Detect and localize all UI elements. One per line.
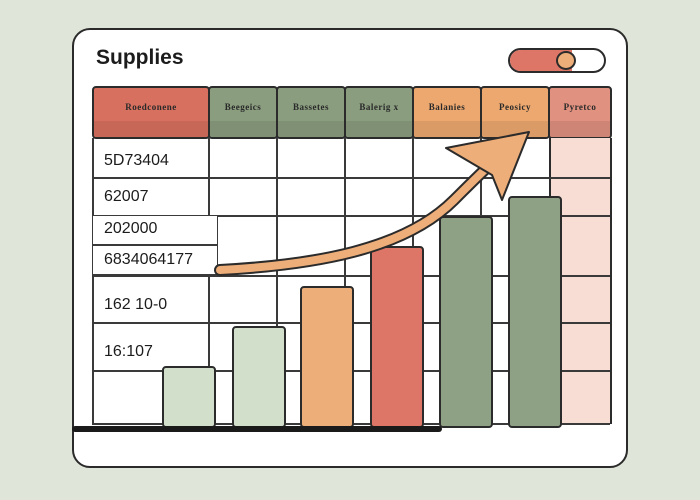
row-value: 62007 bbox=[104, 188, 149, 205]
table-cell bbox=[92, 245, 218, 275]
column-header-roedconene[interactable]: Roedconene bbox=[92, 86, 210, 139]
chart-bar bbox=[508, 196, 562, 428]
grid-line bbox=[92, 215, 610, 217]
chart-bar bbox=[232, 326, 286, 428]
grid-line bbox=[276, 138, 278, 424]
table-cell bbox=[92, 215, 218, 245]
toggle-knob[interactable] bbox=[556, 51, 576, 70]
row-value: 162 10-0 bbox=[104, 296, 168, 313]
column-header-peosicy[interactable]: Peosicy bbox=[480, 86, 550, 139]
chart-baseline bbox=[72, 426, 442, 432]
grid-line bbox=[92, 275, 610, 277]
grid-line bbox=[208, 138, 210, 424]
row-value: 16:107 bbox=[104, 343, 153, 360]
column-header-balerig[interactable]: Balerig x bbox=[344, 86, 414, 139]
grid-line bbox=[92, 138, 94, 424]
chart-bar bbox=[439, 216, 493, 428]
chart-bar bbox=[300, 286, 354, 428]
page-title: Supplies bbox=[96, 46, 184, 69]
toggle-switch[interactable] bbox=[508, 48, 606, 73]
row-value: 5D73404 bbox=[104, 152, 169, 169]
column-header-pyretco[interactable]: Pyretco bbox=[548, 86, 612, 139]
column-header-beegeics[interactable]: Beegeics bbox=[208, 86, 278, 139]
app-window: Supplies Roedconene Beegeics Bassetes Ba… bbox=[72, 28, 628, 468]
column-header-balanies[interactable]: Balanies bbox=[412, 86, 482, 139]
grid-line bbox=[344, 138, 346, 424]
column-header-bassetes[interactable]: Bassetes bbox=[276, 86, 346, 139]
row-value: 6834064177 bbox=[104, 251, 193, 268]
trend-arrow-icon bbox=[214, 131, 530, 276]
row-value: 202000 bbox=[104, 220, 158, 237]
chart-bar bbox=[370, 246, 424, 428]
grid-line bbox=[92, 177, 610, 179]
chart-bar bbox=[162, 366, 216, 428]
